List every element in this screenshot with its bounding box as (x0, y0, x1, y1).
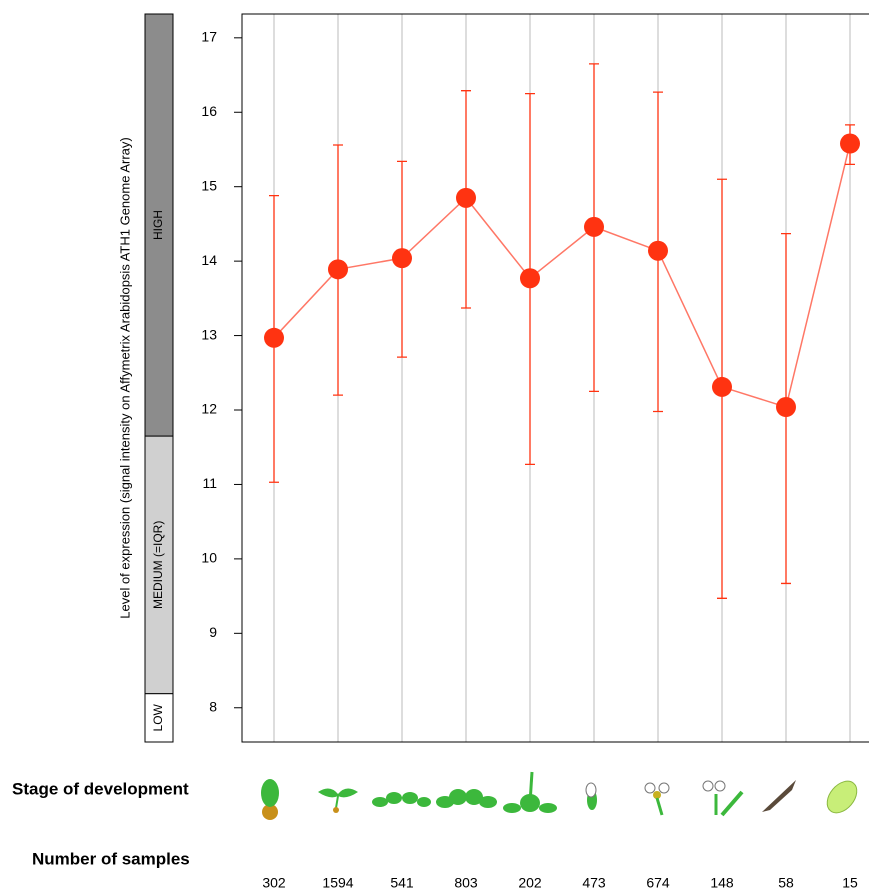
sample-count: 148 (710, 875, 734, 890)
data-point (264, 328, 284, 348)
data-point (584, 217, 604, 237)
y-tick-label: 9 (209, 624, 217, 640)
sample-count: 541 (390, 875, 414, 890)
sample-count: 58 (778, 875, 794, 890)
data-point (840, 134, 860, 154)
data-point (328, 259, 348, 279)
data-point (520, 268, 540, 288)
data-point (392, 248, 412, 268)
data-point (776, 397, 796, 417)
sample-count: 302 (262, 875, 286, 890)
data-point (648, 241, 668, 261)
sample-count: 1594 (322, 875, 353, 890)
y-tick-label: 16 (201, 103, 217, 119)
y-tick-label: 11 (202, 475, 217, 491)
stage-label: Stage of development (12, 779, 189, 798)
sample-count: 803 (454, 875, 478, 890)
sample-count: 15 (842, 875, 858, 890)
y-tick-label: 17 (201, 29, 217, 45)
chart: Level of expression (signal intensity on… (0, 0, 869, 890)
sample-count: 473 (582, 875, 606, 890)
y-axis-label: Level of expression (signal intensity on… (117, 137, 132, 618)
level-band-label: HIGH (151, 210, 165, 240)
series-line (274, 144, 850, 408)
y-tick-label: 14 (201, 252, 217, 268)
sample-count: 202 (518, 875, 542, 890)
y-tick-label: 8 (209, 698, 217, 714)
stage-icons (261, 772, 863, 820)
samples-label: Number of samples (32, 849, 190, 868)
level-band-label: MEDIUM (=IQR) (151, 521, 165, 609)
y-tick-label: 15 (201, 177, 217, 193)
level-band-label: LOW (151, 703, 165, 731)
data-point (712, 377, 732, 397)
y-tick-label: 12 (201, 401, 217, 417)
plot-frame (242, 14, 869, 742)
data-point (456, 188, 476, 208)
y-tick-label: 10 (201, 550, 217, 566)
sample-count: 674 (646, 875, 670, 890)
y-tick-label: 13 (201, 326, 217, 342)
